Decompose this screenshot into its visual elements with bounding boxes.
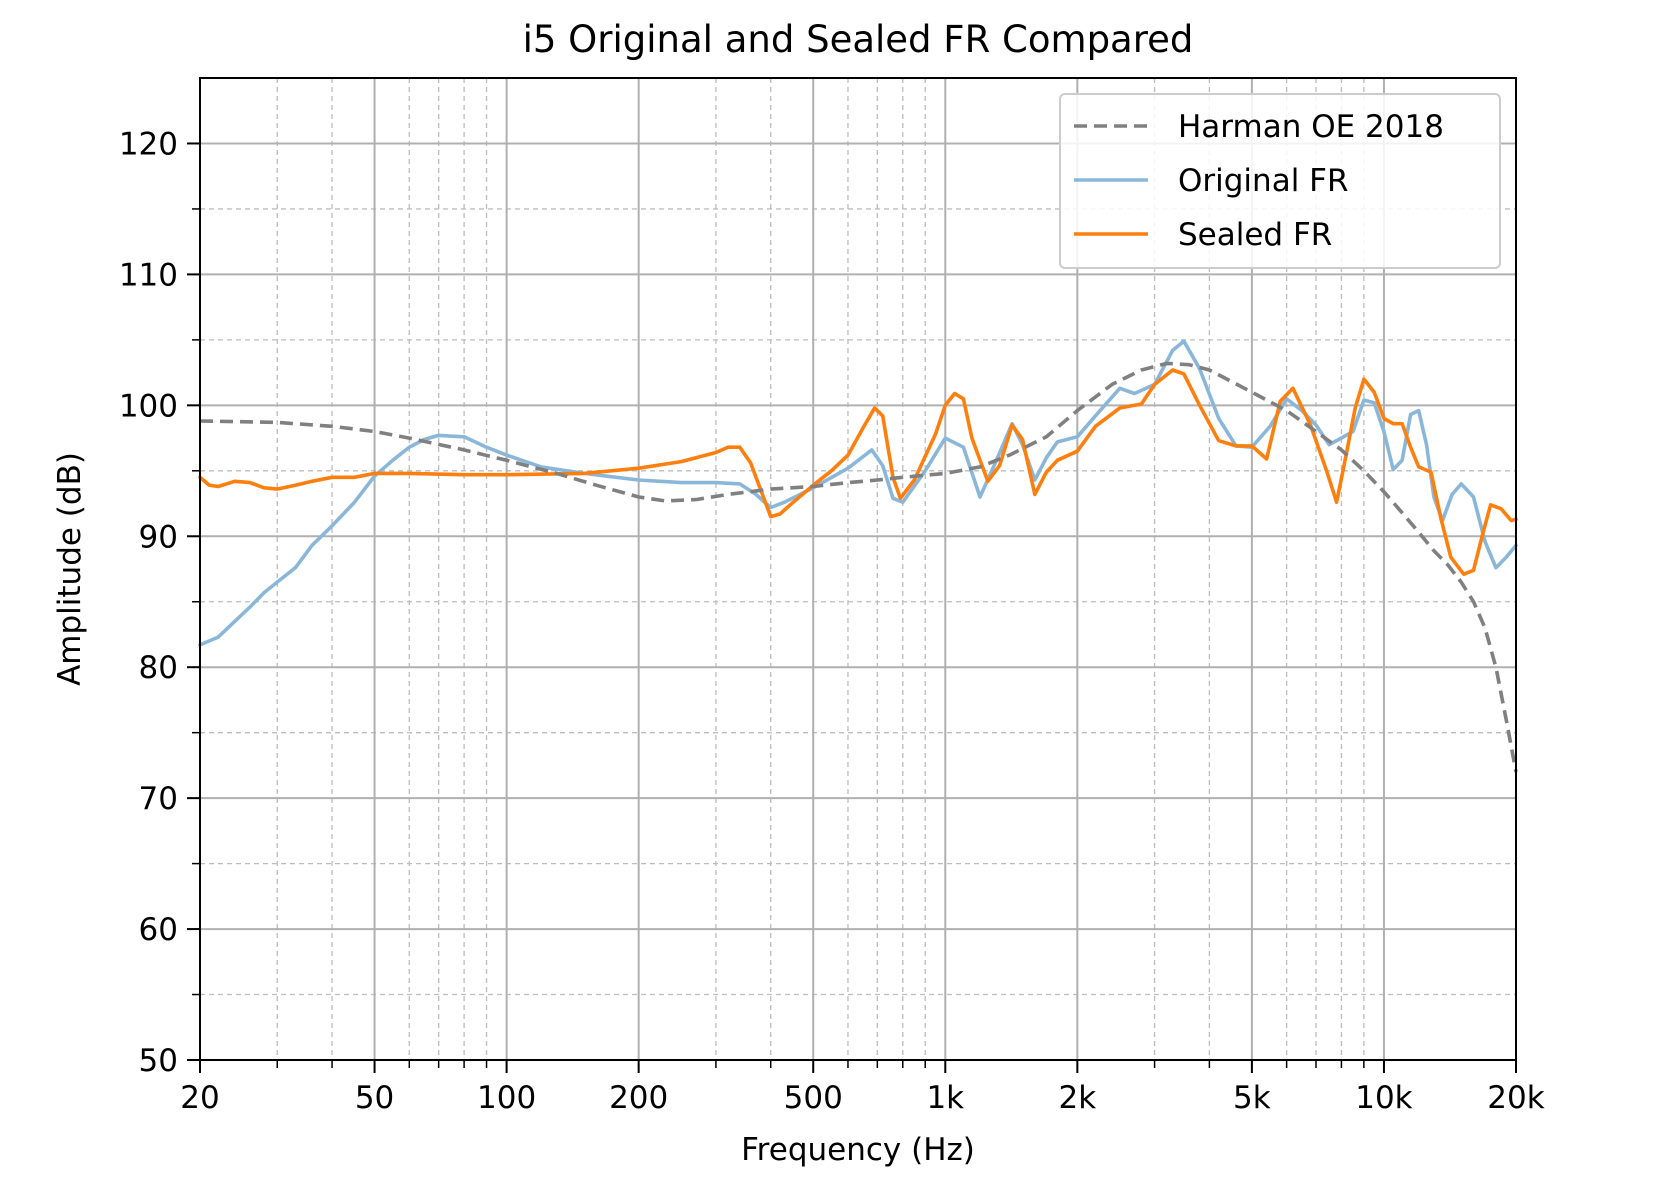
y-tick-label: 70 [139,781,178,817]
y-tick-label: 60 [139,912,178,948]
legend-label-harman-oe-2018: Harman OE 2018 [1178,109,1444,145]
y-tick-label: 80 [139,650,178,686]
series-line-sealed-fr [198,368,1518,576]
x-tick-label: 20k [1487,1080,1544,1116]
legend: Harman OE 2018 Original FR Sealed FR [1059,93,1501,269]
x-tick-label: 100 [477,1080,536,1116]
x-tick-label: 500 [784,1080,843,1116]
x-tick-label: 50 [355,1080,394,1116]
y-tick-label: 90 [139,519,178,555]
series-layer [198,339,1518,773]
chart-title: i5 Original and Sealed FR Compared [523,18,1194,61]
y-tick-label: 50 [139,1043,178,1079]
plot-frame [199,77,1517,1061]
x-tick-label: 10k [1355,1080,1412,1116]
legend-label-sealed-fr: Sealed FR [1178,217,1332,253]
x-tick-label: 2k [1058,1080,1096,1116]
axis-ticks [187,142,1517,1073]
x-tick-label: 200 [609,1080,668,1116]
legend-box [1059,93,1501,269]
x-tick-label: 5k [1233,1080,1271,1116]
y-tick-label: 100 [119,388,178,424]
y-tick-label: 110 [119,257,178,293]
x-axis-label: Frequency (Hz) [741,1132,975,1168]
series-line-harman-oe-2018 [199,361,1518,773]
tick-labels: 20 50 100 200 500 1k 2k 5k 10k 20k506070809010011… [119,126,1545,1116]
legend-label-original-fr: Original FR [1178,163,1349,199]
y-axis-label: Amplitude (dB) [52,452,88,686]
x-tick-label: 20 [180,1080,219,1116]
y-tick-label: 120 [119,126,178,162]
x-tick-label: 1k [926,1080,964,1116]
